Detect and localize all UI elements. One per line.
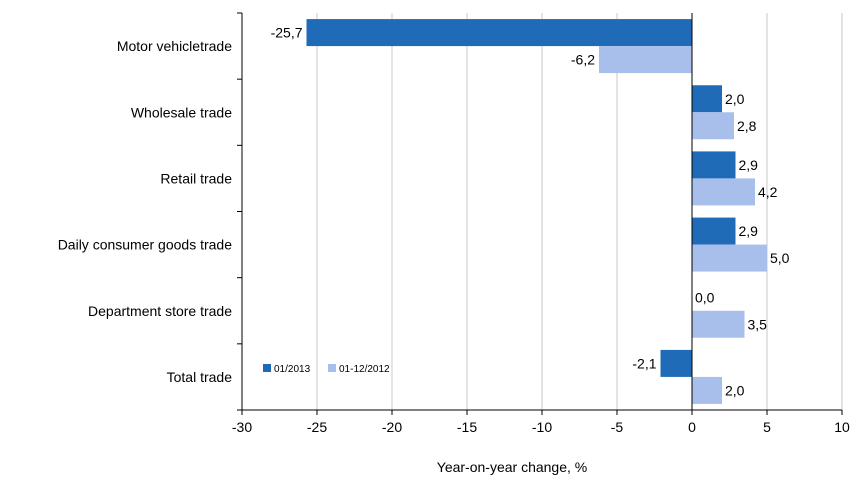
- data-label: 0,0: [695, 289, 715, 305]
- legend-label: 01/2013: [274, 364, 311, 375]
- x-tick-label: 5: [763, 419, 771, 435]
- data-label: -25,7: [271, 25, 303, 41]
- bar-series2: [599, 46, 692, 74]
- labels: -25,7 -6,2 Motor vehicletrade 2,0 2,8 Wholesa…: [58, 25, 850, 435]
- x-tick-label: -20: [382, 419, 402, 435]
- bar-series1: [306, 19, 692, 47]
- category-label: Retail trade: [160, 170, 232, 186]
- x-tick-label: -30: [232, 419, 252, 435]
- x-tick-label: 0: [688, 419, 696, 435]
- data-label: -2,1: [632, 355, 656, 371]
- axes: [237, 12, 843, 415]
- category-label: Daily consumer goods trade: [58, 237, 233, 253]
- bar-series2: [692, 178, 755, 206]
- legend-swatch: [263, 364, 271, 372]
- data-label: 4,2: [758, 184, 778, 200]
- bar-series2: [692, 244, 767, 272]
- category-label: Motor vehicletrade: [117, 38, 232, 54]
- x-tick-label: -5: [611, 419, 624, 435]
- category-label: Total trade: [167, 369, 233, 385]
- bars: [306, 19, 767, 404]
- data-label: -6,2: [571, 52, 595, 68]
- x-tick-label: 10: [834, 419, 850, 435]
- bar-series2: [692, 310, 745, 338]
- category-label: Wholesale trade: [131, 104, 232, 120]
- x-axis-title: Year-on-year change, %: [437, 459, 587, 475]
- data-label: 2,8: [737, 118, 757, 134]
- grid-lines: [316, 13, 843, 410]
- legend-swatch: [328, 364, 336, 372]
- data-label: 3,5: [748, 316, 768, 332]
- x-tick-label: -15: [457, 419, 477, 435]
- legend: 01/2013 01-12/2012: [263, 364, 390, 375]
- data-label: 2,0: [725, 382, 745, 398]
- x-tick-label: -25: [307, 419, 327, 435]
- legend-label: 01-12/2012: [339, 364, 390, 375]
- category-label: Department store trade: [88, 303, 232, 319]
- data-label: 2,9: [739, 223, 759, 239]
- bar-series1: [692, 217, 736, 245]
- x-tick-label: -10: [532, 419, 552, 435]
- bar-series1: [660, 349, 692, 377]
- bar-series1: [692, 85, 722, 113]
- bar-series2: [692, 376, 722, 404]
- bar-series1: [692, 151, 736, 179]
- data-label: 2,0: [725, 91, 745, 107]
- bar-series2: [692, 112, 734, 140]
- data-label: 2,9: [739, 157, 759, 173]
- data-label: 5,0: [770, 250, 790, 266]
